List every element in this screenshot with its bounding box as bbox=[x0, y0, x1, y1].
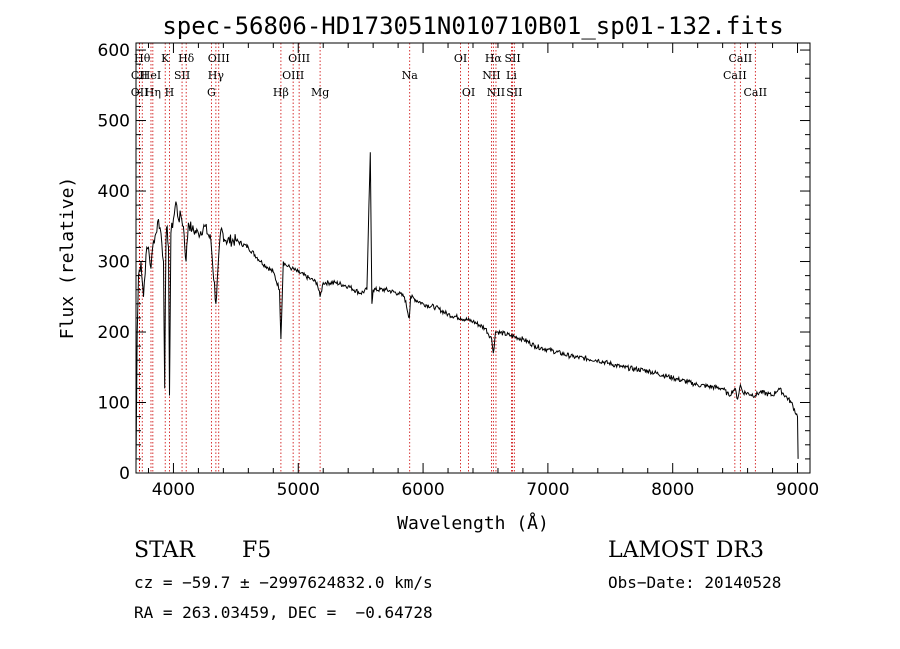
plot-frame bbox=[135, 42, 811, 474]
line-label-12: OIII bbox=[288, 52, 310, 65]
line-label-6: SII bbox=[174, 69, 190, 82]
line-label-21: NII bbox=[487, 86, 505, 99]
spectrum-line bbox=[135, 152, 799, 467]
y-tick-label: 500 bbox=[98, 112, 130, 132]
line-label-25: CaII bbox=[729, 52, 753, 65]
line-label-13: OIII bbox=[282, 69, 304, 82]
line-label-27: CaII bbox=[743, 86, 767, 99]
line-label-26: CaII bbox=[723, 69, 747, 82]
line-label-14: Hβ bbox=[273, 86, 289, 99]
x-tick-label: 8000 bbox=[651, 480, 694, 500]
y-tick-label: 0 bbox=[119, 464, 130, 484]
y-tick-label: 600 bbox=[98, 41, 130, 61]
y-ticks: 0 100 200 300 400 500 600 bbox=[98, 41, 810, 484]
y-tick-label: 200 bbox=[98, 323, 130, 343]
line-label-3: HeI bbox=[141, 69, 161, 82]
x-tick-label: 5000 bbox=[277, 480, 320, 500]
line-label-7: H bbox=[165, 86, 175, 99]
line-label-20: NII bbox=[482, 69, 500, 82]
line-label-19: Hα bbox=[485, 52, 503, 65]
x-axis-label: Wavelength (Å) bbox=[397, 512, 549, 534]
line-label-16: Na bbox=[402, 69, 419, 82]
line-label-8: Hδ bbox=[178, 52, 195, 65]
survey-name: LAMOST DR3 bbox=[608, 538, 764, 563]
line-label-9: OIII bbox=[208, 52, 230, 65]
chart-title: spec-56806-HD173051N010710B01_sp01-132.f… bbox=[162, 12, 783, 40]
x-tick-label: 6000 bbox=[401, 480, 444, 500]
line-markers bbox=[138, 43, 756, 473]
line-label-11: G bbox=[207, 86, 216, 99]
object-class: STAR bbox=[134, 538, 195, 563]
y-tick-label: 400 bbox=[98, 182, 130, 202]
y-axis-label: Flux (relative) bbox=[57, 177, 78, 340]
redshift-readout: cz = −59.7 ± −2997624832.0 km/s bbox=[134, 573, 433, 592]
line-label-10: Hγ bbox=[208, 69, 225, 82]
obs-date: Obs−Date: 20140528 bbox=[608, 573, 782, 592]
x-tick-label: 7000 bbox=[526, 480, 569, 500]
line-label-17: OI bbox=[454, 52, 467, 65]
line-label-22: SII bbox=[504, 52, 520, 65]
line-label-4: Hη bbox=[145, 86, 161, 99]
line-label-24: SII bbox=[506, 86, 522, 99]
line-label-18: OI bbox=[462, 86, 475, 99]
object-subclass: F5 bbox=[242, 538, 272, 563]
ra-dec-readout: RA = 263.03459, DEC = −0.64728 bbox=[134, 603, 433, 622]
line-label-1: CII bbox=[131, 69, 148, 82]
line-label-23: Li bbox=[506, 69, 517, 82]
line-label-15: Mg bbox=[311, 86, 329, 99]
line-label-5: K bbox=[161, 52, 170, 65]
line-label-0: Hθ bbox=[134, 52, 151, 65]
y-tick-label: 100 bbox=[98, 394, 130, 414]
x-tick-label: 4000 bbox=[152, 480, 195, 500]
x-ticks: 4000 5000 6000 7000 8000 9000 bbox=[147, 43, 819, 500]
y-tick-label: 300 bbox=[98, 253, 130, 273]
x-tick-label: 9000 bbox=[776, 480, 819, 500]
